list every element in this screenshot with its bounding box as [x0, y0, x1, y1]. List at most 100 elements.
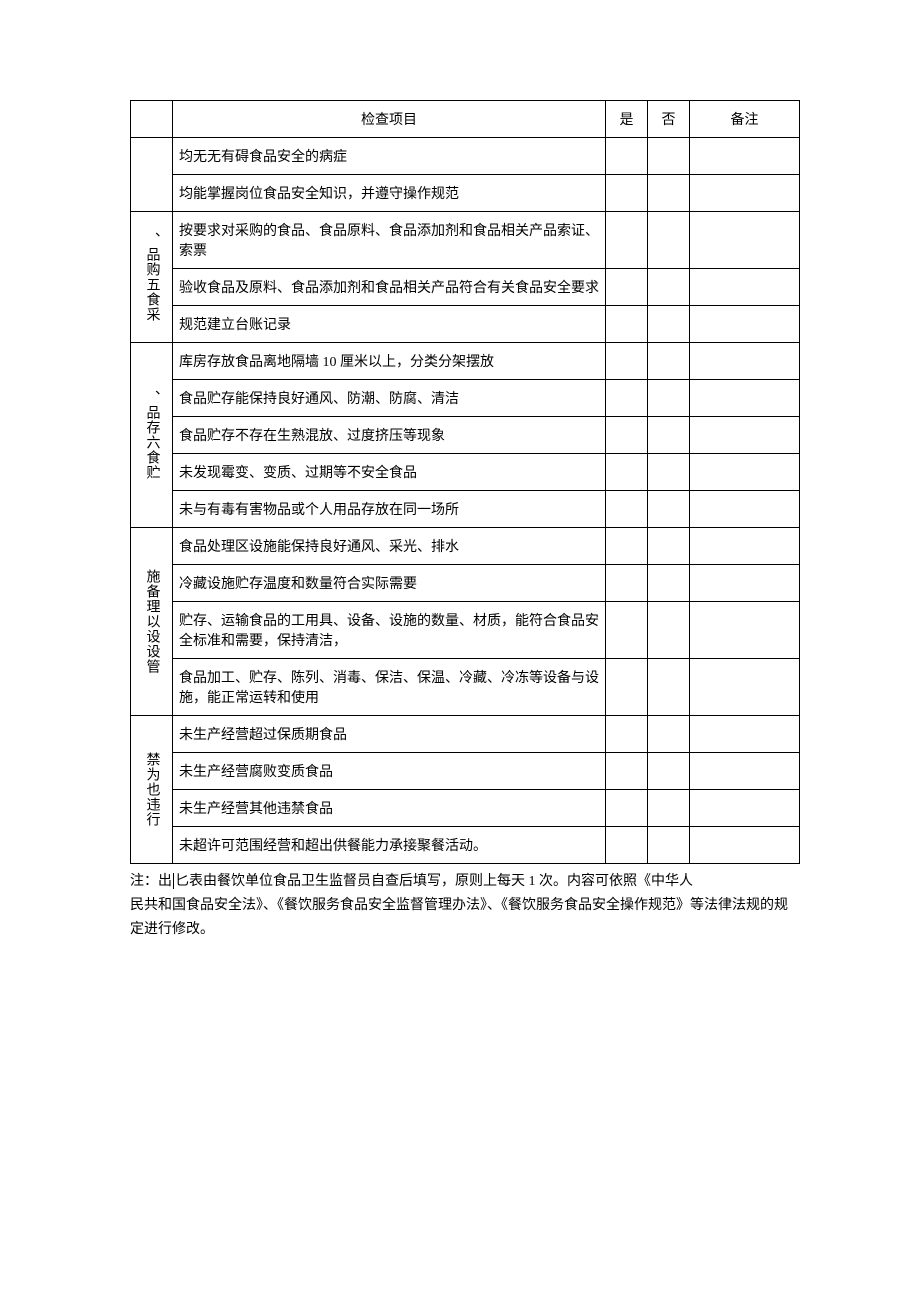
no-cell: [648, 491, 690, 528]
category-cell: 禁为也违行: [131, 716, 173, 864]
table-row: 未生产经营腐败变质食品: [131, 753, 800, 790]
note-cell: [690, 565, 800, 602]
table-row: 冷藏设施贮存温度和数量符合实际需要: [131, 565, 800, 602]
item-cell: 均能掌握岗位食品安全知识，并遵守操作规范: [173, 175, 606, 212]
yes-cell: [606, 138, 648, 175]
note-cell: [690, 306, 800, 343]
table-row: 未发现霉变、变质、过期等不安全食品: [131, 454, 800, 491]
yes-cell: [606, 659, 648, 716]
note-cell: [690, 343, 800, 380]
divider-icon: [173, 873, 174, 889]
item-cell: 未生产经营腐败变质食品: [173, 753, 606, 790]
item-cell: 未生产经营其他违禁食品: [173, 790, 606, 827]
no-cell: [648, 602, 690, 659]
table-row: 均无无有碍食品安全的病症: [131, 138, 800, 175]
no-cell: [648, 380, 690, 417]
category-cell: 施备理以设设管: [131, 528, 173, 716]
no-cell: [648, 790, 690, 827]
table-row: 施备理以设设管 食品处理区设施能保持良好通风、采光、排水: [131, 528, 800, 565]
table-row: 、品购五食采 按要求对采购的食品、食品原料、食品添加剂和食品相关产品索证、索票: [131, 212, 800, 269]
note-cell: [690, 380, 800, 417]
header-yes: 是: [606, 101, 648, 138]
table-row: 规范建立台账记录: [131, 306, 800, 343]
note-cell: [690, 138, 800, 175]
no-cell: [648, 343, 690, 380]
table-row: 未与有毒有害物品或个人用品存放在同一场所: [131, 491, 800, 528]
note-cell: [690, 827, 800, 864]
item-cell: 未超许可范围经营和超出供餐能力承接聚餐活动。: [173, 827, 606, 864]
item-cell: 冷藏设施贮存温度和数量符合实际需要: [173, 565, 606, 602]
yes-cell: [606, 790, 648, 827]
category-cell: 、品存六食贮: [131, 343, 173, 528]
item-cell: 均无无有碍食品安全的病症: [173, 138, 606, 175]
no-cell: [648, 565, 690, 602]
yes-cell: [606, 753, 648, 790]
no-cell: [648, 528, 690, 565]
table-row: 未生产经营其他违禁食品: [131, 790, 800, 827]
table-row: 贮存、运输食品的工用具、设备、设施的数量、材质，能符合食品安全标准和需要，保持清…: [131, 602, 800, 659]
no-cell: [648, 659, 690, 716]
category-cell: [131, 138, 173, 212]
item-cell: 贮存、运输食品的工用具、设备、设施的数量、材质，能符合食品安全标准和需要，保持清…: [173, 602, 606, 659]
yes-cell: [606, 565, 648, 602]
header-no: 否: [648, 101, 690, 138]
footnote-prefix: 注：出: [130, 874, 172, 889]
header-item: 检查项目: [173, 101, 606, 138]
item-cell: 规范建立台账记录: [173, 306, 606, 343]
table-row: 均能掌握岗位食品安全知识，并遵守操作规范: [131, 175, 800, 212]
yes-cell: [606, 716, 648, 753]
item-cell: 食品贮存不存在生熟混放、过度挤压等现象: [173, 417, 606, 454]
note-cell: [690, 212, 800, 269]
item-cell: 库房存放食品离地隔墙 10 厘米以上，分类分架摆放: [173, 343, 606, 380]
note-cell: [690, 659, 800, 716]
table-row: 禁为也违行 未生产经营超过保质期食品: [131, 716, 800, 753]
yes-cell: [606, 454, 648, 491]
yes-cell: [606, 491, 648, 528]
item-cell: 食品处理区设施能保持良好通风、采光、排水: [173, 528, 606, 565]
no-cell: [648, 175, 690, 212]
note-cell: [690, 269, 800, 306]
item-cell: 验收食品及原料、食品添加剂和食品相关产品符合有关食品安全要求: [173, 269, 606, 306]
no-cell: [648, 138, 690, 175]
table-row: 食品加工、贮存、陈列、消毒、保洁、保温、冷藏、冷冻等设备与设施，能正常运转和使用: [131, 659, 800, 716]
note-cell: [690, 528, 800, 565]
item-cell: 食品贮存能保持良好通风、防潮、防腐、清洁: [173, 380, 606, 417]
yes-cell: [606, 380, 648, 417]
note-cell: [690, 417, 800, 454]
note-cell: [690, 790, 800, 827]
table-row: 食品贮存能保持良好通风、防潮、防腐、清洁: [131, 380, 800, 417]
yes-cell: [606, 417, 648, 454]
table-row: 、品存六食贮 库房存放食品离地隔墙 10 厘米以上，分类分架摆放: [131, 343, 800, 380]
note-cell: [690, 716, 800, 753]
no-cell: [648, 753, 690, 790]
yes-cell: [606, 212, 648, 269]
no-cell: [648, 716, 690, 753]
note-cell: [690, 175, 800, 212]
yes-cell: [606, 827, 648, 864]
yes-cell: [606, 602, 648, 659]
item-cell: 按要求对采购的食品、食品原料、食品添加剂和食品相关产品索证、索票: [173, 212, 606, 269]
yes-cell: [606, 528, 648, 565]
item-cell: 食品加工、贮存、陈列、消毒、保洁、保温、冷藏、冷冻等设备与设施，能正常运转和使用: [173, 659, 606, 716]
table-body: 检查项目 是 否 备注 均无无有碍食品安全的病症 均能掌握岗位食品安全知识，并遵…: [131, 101, 800, 864]
footnote-line2: 民共和国食品安全法》、《餐饮服务食品安全监督管理办法》、《餐饮服务食品安全操作规…: [130, 894, 800, 942]
note-cell: [690, 753, 800, 790]
table-header-row: 检查项目 是 否 备注: [131, 101, 800, 138]
category-cell: 、品购五食采: [131, 212, 173, 343]
table-row: 食品贮存不存在生熟混放、过度挤压等现象: [131, 417, 800, 454]
yes-cell: [606, 306, 648, 343]
footnote-after-divider: 匕表由餐饮单位食品卫生监督员自查后填写，原则上每天 1 次。内容可依照《中华人: [175, 874, 693, 889]
no-cell: [648, 306, 690, 343]
table-row: 验收食品及原料、食品添加剂和食品相关产品符合有关食品安全要求: [131, 269, 800, 306]
item-cell: 未发现霉变、变质、过期等不安全食品: [173, 454, 606, 491]
footnote-line1: 注：出匕表由餐饮单位食品卫生监督员自查后填写，原则上每天 1 次。内容可依照《中…: [130, 870, 800, 894]
item-cell: 未与有毒有害物品或个人用品存放在同一场所: [173, 491, 606, 528]
item-cell: 未生产经营超过保质期食品: [173, 716, 606, 753]
inspection-table: 检查项目 是 否 备注 均无无有碍食品安全的病症 均能掌握岗位食品安全知识，并遵…: [130, 100, 800, 864]
header-note: 备注: [690, 101, 800, 138]
yes-cell: [606, 175, 648, 212]
table-row: 未超许可范围经营和超出供餐能力承接聚餐活动。: [131, 827, 800, 864]
header-blank: [131, 101, 173, 138]
no-cell: [648, 827, 690, 864]
yes-cell: [606, 269, 648, 306]
